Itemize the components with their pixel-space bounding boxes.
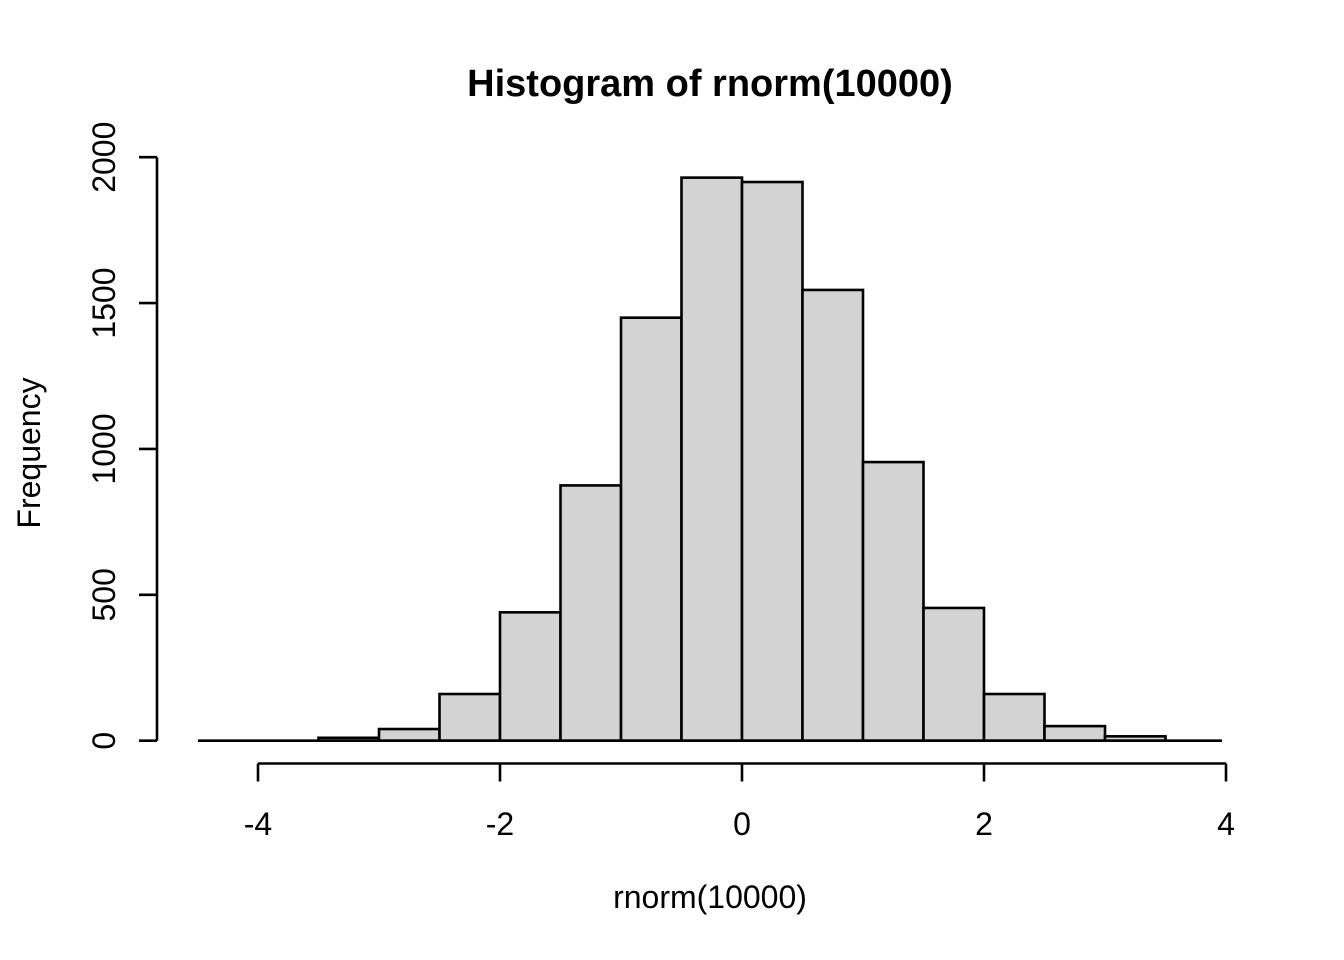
x-axis-label: rnorm(10000) xyxy=(613,879,807,915)
y-axis-label: Frequency xyxy=(11,377,47,528)
chart-title: Histogram of rnorm(10000) xyxy=(467,63,953,105)
y-tick-label: 2000 xyxy=(86,122,122,193)
y-tick-label: 1000 xyxy=(86,413,122,484)
y-tick-label: 0 xyxy=(86,732,122,750)
x-tick-label: 0 xyxy=(733,806,751,842)
histogram-bar xyxy=(861,460,925,742)
histogram-bar xyxy=(982,692,1046,743)
histogram-bar xyxy=(801,288,865,743)
y-tick-label: 500 xyxy=(86,568,122,621)
histogram-bar xyxy=(740,180,804,742)
x-tick-label: 4 xyxy=(1217,806,1235,842)
histogram-bar xyxy=(619,316,683,743)
histogram-bar xyxy=(1043,724,1107,742)
histogram-bar xyxy=(559,484,623,743)
histogram-bars xyxy=(317,176,1167,743)
histogram-bar xyxy=(922,606,986,742)
y-tick-label: 1500 xyxy=(86,267,122,338)
x-tick-label: -2 xyxy=(486,806,514,842)
axes: 0 500 1000 1500 2000 -4 -2 0 2 4 xyxy=(86,122,1235,842)
x-tick-label: 2 xyxy=(975,806,993,842)
x-tick-label: -4 xyxy=(244,806,272,842)
histogram-bar xyxy=(498,611,562,743)
histogram-bar xyxy=(377,727,441,743)
histogram-bar xyxy=(680,176,744,743)
histogram-bar xyxy=(438,692,502,743)
